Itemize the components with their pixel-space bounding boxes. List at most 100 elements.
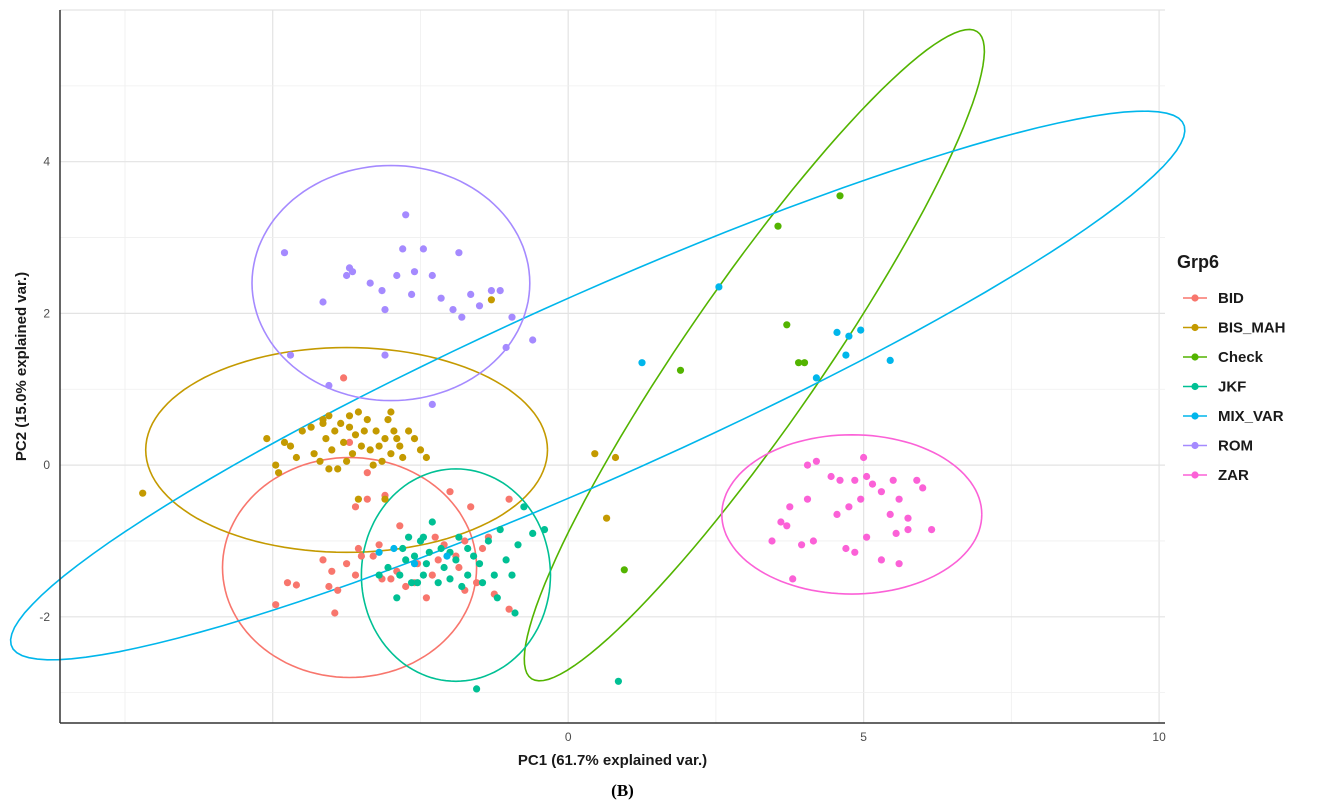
point-bis-mah xyxy=(354,408,362,416)
point-rom xyxy=(437,294,445,302)
point-bis-mah xyxy=(363,416,371,424)
point-mix-var xyxy=(845,332,853,340)
point-rom xyxy=(410,268,419,276)
point-jkf xyxy=(496,526,504,534)
point-rom xyxy=(487,287,495,295)
data-points xyxy=(139,192,936,693)
point-bid xyxy=(455,563,463,572)
point-bis-mah xyxy=(399,453,407,462)
legend-key-dot xyxy=(1191,471,1199,479)
point-zar xyxy=(803,461,812,469)
legend-label-bis-mah: BIS_MAH xyxy=(1218,320,1286,337)
point-rom xyxy=(381,351,389,359)
point-rom xyxy=(475,302,484,310)
point-bis-mah xyxy=(337,419,345,427)
point-zar xyxy=(845,503,853,511)
point-bid xyxy=(434,556,442,564)
x-axis-title: PC1 (61.7% explained var.) xyxy=(518,752,707,769)
point-bis-mah xyxy=(340,438,348,446)
point-mix-var xyxy=(842,351,850,359)
point-zar xyxy=(877,556,886,564)
point-jkf xyxy=(529,529,537,538)
point-zar xyxy=(863,533,871,541)
point-bid xyxy=(375,541,383,549)
point-check xyxy=(620,566,628,574)
point-bis-mah xyxy=(372,427,380,435)
point-rom xyxy=(378,287,386,295)
point-zar xyxy=(863,472,871,481)
point-mix-var xyxy=(715,283,723,291)
point-bid xyxy=(478,544,487,553)
point-rom xyxy=(496,287,504,295)
y-tick-label: 2 xyxy=(43,306,50,320)
point-jkf xyxy=(490,571,498,579)
point-zar xyxy=(895,560,903,568)
legend-items: BID BIS_MAH Check JKF MIX_VAR ROM ZAR xyxy=(1183,290,1286,484)
ellipse-bid xyxy=(221,456,478,679)
point-jkf xyxy=(425,548,433,556)
point-rom xyxy=(393,271,401,280)
point-rom xyxy=(458,313,466,321)
point-bid xyxy=(351,503,360,511)
point-zar xyxy=(877,488,886,496)
point-bid xyxy=(340,374,348,382)
point-bis-mah xyxy=(307,423,315,431)
point-bis-mah xyxy=(298,427,306,435)
legend-key-dot xyxy=(1191,323,1199,332)
point-bis-mah xyxy=(390,427,398,435)
point-jkf xyxy=(419,533,427,541)
point-jkf xyxy=(508,571,516,579)
point-bid xyxy=(473,579,481,587)
point-zar xyxy=(860,453,868,462)
point-rom xyxy=(467,290,475,298)
point-bis-mah xyxy=(322,435,330,443)
point-bis-mah xyxy=(611,453,620,462)
point-bis-mah xyxy=(263,435,271,443)
point-jkf xyxy=(428,518,436,526)
panel-label: (B) xyxy=(611,781,634,800)
point-jkf xyxy=(384,563,392,572)
point-bis-mah xyxy=(345,423,354,431)
point-jkf xyxy=(399,544,407,553)
legend-label-mix-var: MIX_VAR xyxy=(1218,408,1284,425)
point-jkf xyxy=(540,526,549,534)
point-bis-mah xyxy=(316,457,324,465)
point-zar xyxy=(904,514,912,522)
point-zar xyxy=(857,495,865,503)
x-tick-label: 10 xyxy=(1152,730,1166,744)
point-jkf xyxy=(446,575,454,583)
point-bis-mah xyxy=(319,419,327,427)
point-bis-mah xyxy=(139,489,147,497)
point-jkf xyxy=(405,533,413,541)
point-jkf xyxy=(511,609,519,617)
legend-key-dot xyxy=(1191,412,1199,420)
point-mix-var xyxy=(390,544,398,553)
point-bis-mah xyxy=(331,427,339,435)
point-jkf xyxy=(396,571,404,579)
point-rom xyxy=(428,271,436,280)
point-jkf xyxy=(520,503,528,511)
point-bid xyxy=(461,537,469,545)
point-bis-mah xyxy=(396,442,404,450)
point-zar xyxy=(833,510,841,518)
point-jkf xyxy=(408,579,416,587)
point-jkf xyxy=(458,582,466,591)
point-bis-mah xyxy=(369,461,377,469)
point-bis-mah xyxy=(351,431,360,439)
point-zar xyxy=(809,537,818,545)
point-bis-mah xyxy=(286,442,295,450)
point-rom xyxy=(343,271,351,280)
point-bis-mah xyxy=(360,427,368,435)
point-rom xyxy=(319,298,327,306)
point-bis-mah xyxy=(387,408,395,416)
point-bid xyxy=(292,581,300,589)
point-bid xyxy=(363,469,371,477)
point-bid xyxy=(357,552,365,560)
point-rom xyxy=(455,249,463,257)
point-bid xyxy=(369,552,377,560)
point-check xyxy=(836,192,844,200)
point-bis-mah xyxy=(405,427,413,435)
point-jkf xyxy=(478,579,487,587)
point-bid xyxy=(343,560,351,568)
point-bid xyxy=(272,601,280,609)
